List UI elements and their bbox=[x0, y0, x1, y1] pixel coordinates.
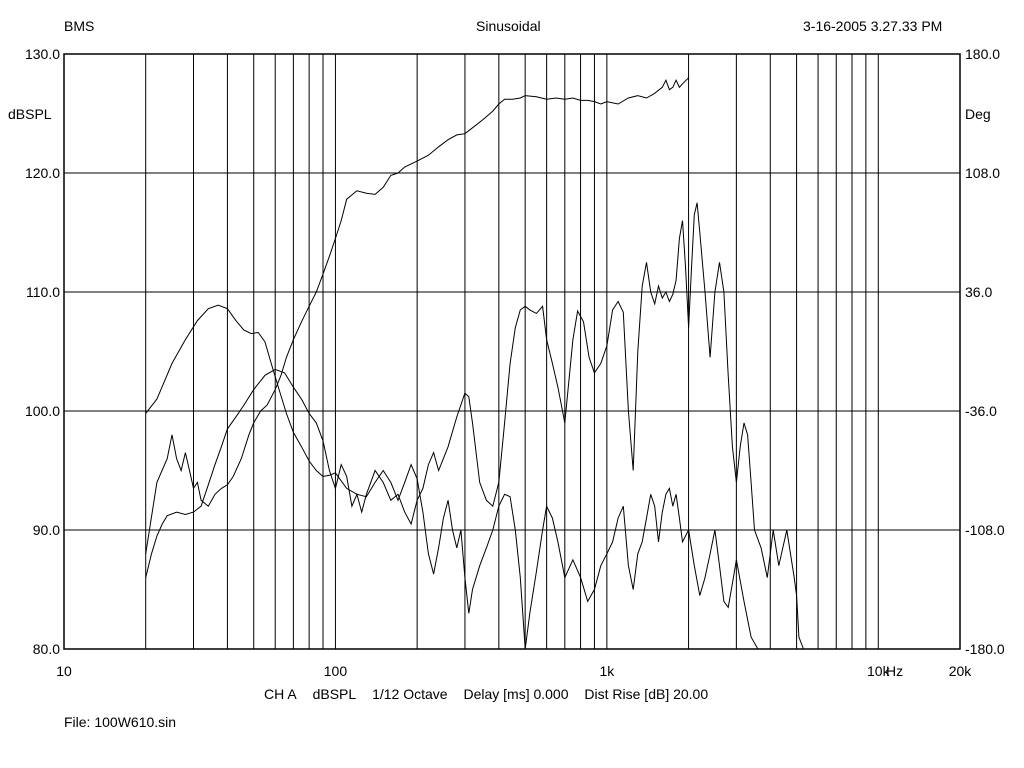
y-left-tick-label: 110.0 bbox=[26, 284, 60, 300]
timestamp: 3-16-2005 3.27.33 PM bbox=[803, 18, 943, 34]
y-right-tick-label: 108.0 bbox=[965, 165, 1000, 181]
x-tick-label: 10k bbox=[867, 663, 891, 679]
y-left-tick-label: 100.0 bbox=[25, 403, 60, 419]
status-line: CH A dBSPL 1/12 Octave Delay [ms] 0.000 … bbox=[264, 686, 720, 702]
smoothing-label: 1/12 Octave bbox=[372, 686, 448, 702]
series-line-3 bbox=[145, 77, 689, 554]
dist-rise-label: Dist Rise [dB] 20.00 bbox=[584, 686, 709, 702]
y-right-tick-label: -108.0 bbox=[965, 522, 1005, 538]
channel-label: CH A bbox=[264, 686, 297, 702]
chart-title: Sinusoidal bbox=[476, 18, 541, 34]
y-left-axis-title: dBSPL bbox=[8, 106, 52, 122]
y-left-tick-label: 120.0 bbox=[25, 165, 60, 181]
axis-labels: 130.0 120.0 110.0 100.0 90.0 80.0 180.0 108.0 36… bbox=[25, 46, 1005, 679]
x-tick-label: 20k bbox=[949, 663, 973, 679]
y-left-tick-label: 90.0 bbox=[33, 522, 60, 538]
series-line-1 bbox=[145, 304, 771, 650]
x-tick-label: 1k bbox=[599, 663, 615, 679]
y-right-tick-label: 36.0 bbox=[965, 284, 992, 300]
delay-label: Delay [ms] 0.000 bbox=[463, 686, 569, 702]
x-tick-label: 100 bbox=[324, 663, 348, 679]
x-unit-label: Hz bbox=[886, 663, 903, 679]
y-right-tick-label: 180.0 bbox=[965, 46, 1000, 62]
series-group bbox=[145, 77, 804, 650]
y-right-tick-label: -36.0 bbox=[965, 403, 997, 419]
series-line-2 bbox=[145, 202, 804, 650]
header-left: BMS bbox=[64, 18, 95, 34]
file-label: File: 100W610.sin bbox=[64, 714, 177, 730]
y-right-axis-title: Deg bbox=[965, 106, 991, 122]
y-right-tick-label: -180.0 bbox=[965, 641, 1005, 657]
unit-label: dBSPL bbox=[312, 686, 357, 702]
x-tick-label: 10 bbox=[56, 663, 72, 679]
plot-frame bbox=[63, 53, 961, 650]
y-left-tick-label: 80.0 bbox=[33, 641, 60, 657]
y-left-tick-label: 130.0 bbox=[25, 46, 60, 62]
